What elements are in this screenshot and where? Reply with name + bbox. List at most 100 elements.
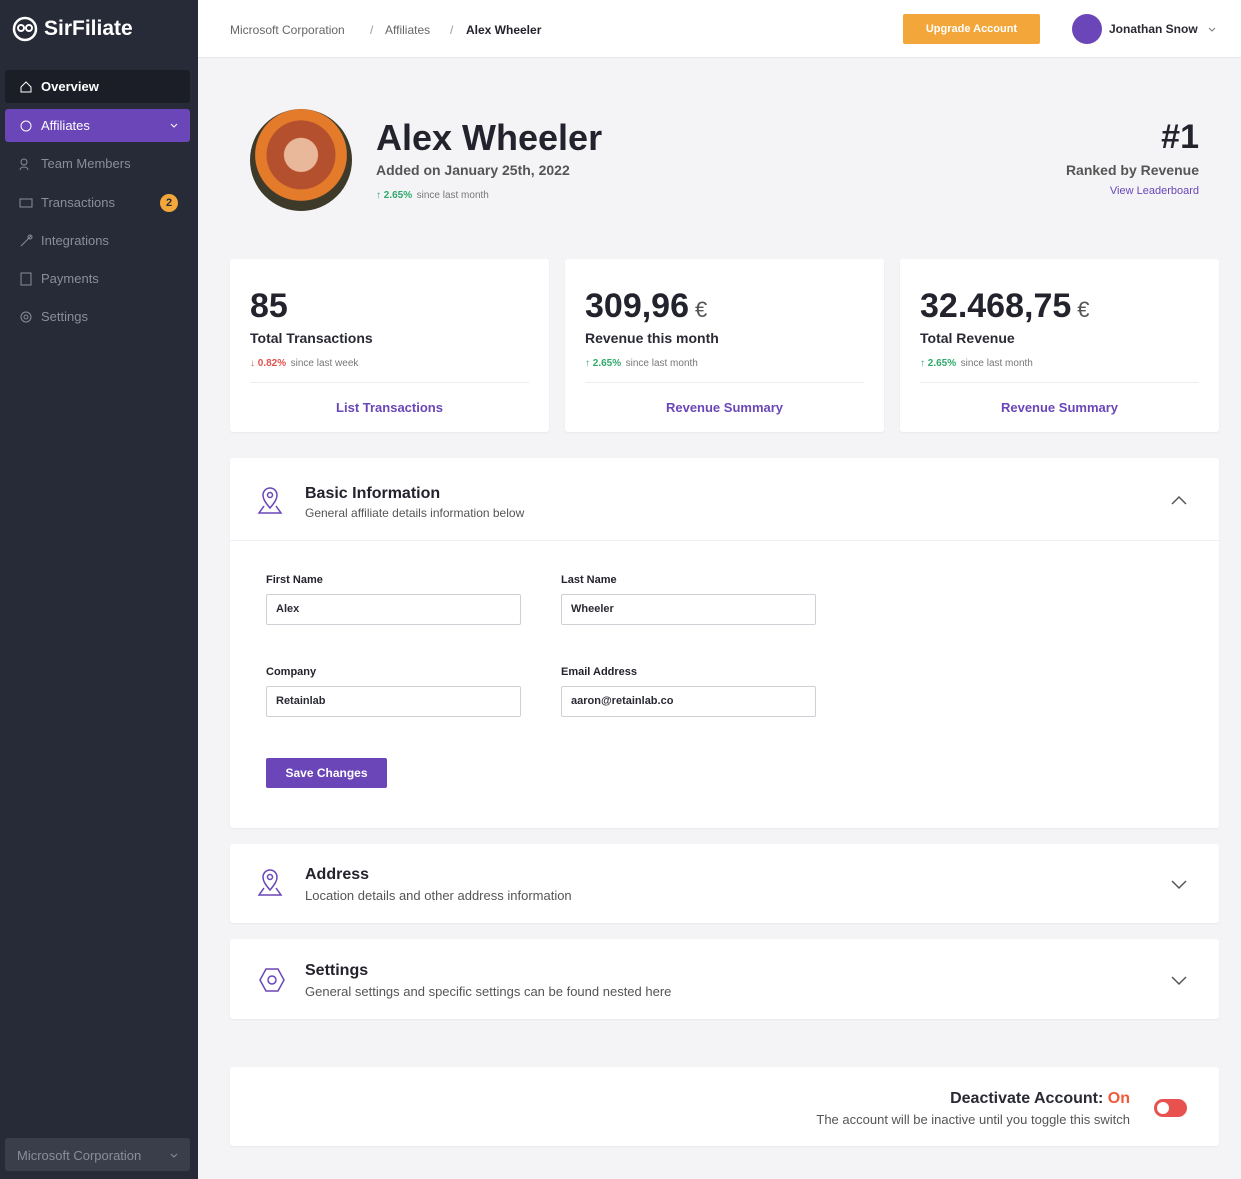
save-button[interactable]: Save Changes	[266, 758, 387, 788]
stat-change: ↓ 0.82% since last week	[250, 353, 358, 371]
section-title: Address	[305, 866, 370, 883]
stat-label: Total Revenue	[920, 330, 1015, 346]
nav-label: Team Members	[41, 156, 131, 171]
chevron	[1208, 27, 1216, 32]
icon	[19, 198, 33, 207]
stat-link[interactable]: Revenue Summary	[665, 400, 784, 415]
currency: €	[1077, 297, 1090, 322]
section-subtitle: General affiliate details information be…	[305, 506, 525, 520]
field-label: Email Address	[561, 666, 638, 678]
nav-item[interactable]: Integrations	[5, 224, 190, 257]
stat-value-row: 32.468,75 €	[920, 287, 1090, 326]
breadcrumb-separator: /	[450, 23, 454, 37]
stat-change: ↑ 2.65% since last month	[585, 353, 698, 371]
icon	[20, 311, 32, 322]
divider	[585, 382, 864, 383]
stat-change: ↑ 2.65% since last month	[920, 353, 1033, 371]
field-label: Company	[266, 666, 317, 678]
stat-link[interactable]: Revenue Summary	[1000, 400, 1119, 415]
nav-item[interactable]: Transactions 2	[5, 186, 190, 219]
section-subtitle: Location details and other address infor…	[305, 888, 572, 903]
stat-value: 85	[250, 287, 288, 325]
divider	[920, 382, 1199, 383]
collapse-toggle[interactable]	[1170, 494, 1188, 506]
nav-label: Settings	[41, 309, 88, 324]
toggle-switch[interactable]	[1154, 1099, 1187, 1117]
nav-label: Integrations	[41, 233, 109, 248]
deactivate-note: The account will be inactive until you t…	[816, 1112, 1130, 1127]
settings-card[interactable]: Settings General settings and specific s…	[230, 939, 1219, 1019]
nav-label: Transactions	[41, 195, 115, 210]
change-value: 2.65%	[927, 358, 957, 369]
brand[interactable]: SirFiliate	[12, 16, 133, 42]
change-note: since last month	[625, 358, 698, 369]
change-value: 2.65%	[383, 190, 413, 201]
profile-photo	[250, 109, 352, 211]
basic-info-card: Basic Information General affiliate deta…	[230, 458, 1219, 828]
trend-arrow: ↑	[920, 358, 928, 369]
icon	[20, 234, 33, 246]
stat-value-row: 309,96 €	[585, 287, 707, 326]
change-note: since last month	[960, 358, 1033, 369]
rank-label: Ranked by Revenue	[1065, 162, 1199, 178]
field-label: Last Name	[561, 574, 617, 586]
change-note: since last week	[290, 358, 359, 369]
user-name[interactable]: Jonathan Snow	[1109, 22, 1198, 36]
icon	[19, 158, 29, 170]
upgrade-button[interactable]: Upgrade Account	[903, 14, 1040, 44]
divider	[230, 540, 1219, 541]
icon	[20, 120, 32, 131]
nav-label: Overview	[41, 79, 99, 94]
chevron	[170, 123, 178, 128]
leaderboard-link[interactable]: View Leaderboard	[1109, 185, 1199, 197]
stat-link[interactable]: List Transactions	[336, 400, 443, 415]
expand-toggle[interactable]	[1170, 974, 1188, 986]
nav-label: Payments	[41, 271, 99, 286]
brand-name: SirFiliate	[44, 17, 133, 40]
breadcrumb-current: Alex Wheeler	[466, 23, 542, 37]
deactivate-card: Deactivate Account: On The account will …	[230, 1067, 1219, 1146]
breadcrumb-item[interactable]: Affiliates	[385, 23, 431, 37]
expand-toggle[interactable]	[1170, 878, 1188, 890]
stat-value-row: 85	[250, 287, 288, 326]
added-date: Added on January 25th, 2022	[376, 162, 570, 178]
rank: #1	[1161, 118, 1199, 156]
text-input[interactable]: aaron@retainlab.co	[561, 686, 816, 717]
trend-arrow: ↓	[250, 358, 258, 369]
nav-item[interactable]: Team Members	[5, 147, 190, 180]
sidebar: SirFiliate Overview Affiliates Team Memb…	[0, 0, 198, 1179]
breadcrumb-separator: /	[370, 23, 374, 37]
user-avatar[interactable]	[1072, 14, 1102, 44]
workspace-select[interactable]: Microsoft Corporation	[5, 1138, 190, 1171]
profile-change: ↑ 2.65% since last month	[376, 190, 489, 201]
deactivate-state: On	[1107, 1090, 1130, 1107]
deactivate-heading: Deactivate Account: On	[950, 1090, 1130, 1108]
logo	[12, 16, 38, 42]
currency: €	[695, 297, 708, 322]
icon	[257, 487, 283, 514]
icon	[20, 272, 32, 285]
text-input[interactable]: Wheeler	[561, 594, 816, 625]
text-input[interactable]: Retainlab	[266, 686, 521, 717]
nav-item[interactable]: Payments	[5, 262, 190, 295]
stat-label: Total Transactions	[250, 330, 373, 346]
field-label: First Name	[266, 574, 323, 586]
text-input[interactable]: Alex	[266, 594, 521, 625]
stat-value: 32.468,75	[920, 287, 1072, 325]
address-card[interactable]: Address Location details and other addre…	[230, 844, 1219, 923]
workspace-name: Microsoft Corporation	[17, 1148, 142, 1163]
icon	[259, 968, 285, 992]
deactivate-title: Deactivate Account:	[950, 1090, 1104, 1107]
stat-card: 32.468,75 € Total Revenue ↑ 2.65% since las…	[900, 259, 1219, 432]
change-value: 0.82%	[257, 358, 287, 369]
icon	[20, 80, 32, 92]
breadcrumb-item[interactable]: Microsoft Corporation	[230, 23, 345, 37]
nav-item[interactable]: Overview	[5, 70, 190, 103]
toggle-knob	[1157, 1102, 1169, 1114]
nav-item[interactable]: Affiliates	[5, 109, 190, 142]
divider	[250, 382, 529, 383]
nav-item[interactable]: Settings	[5, 300, 190, 333]
change-value: 2.65%	[592, 358, 622, 369]
